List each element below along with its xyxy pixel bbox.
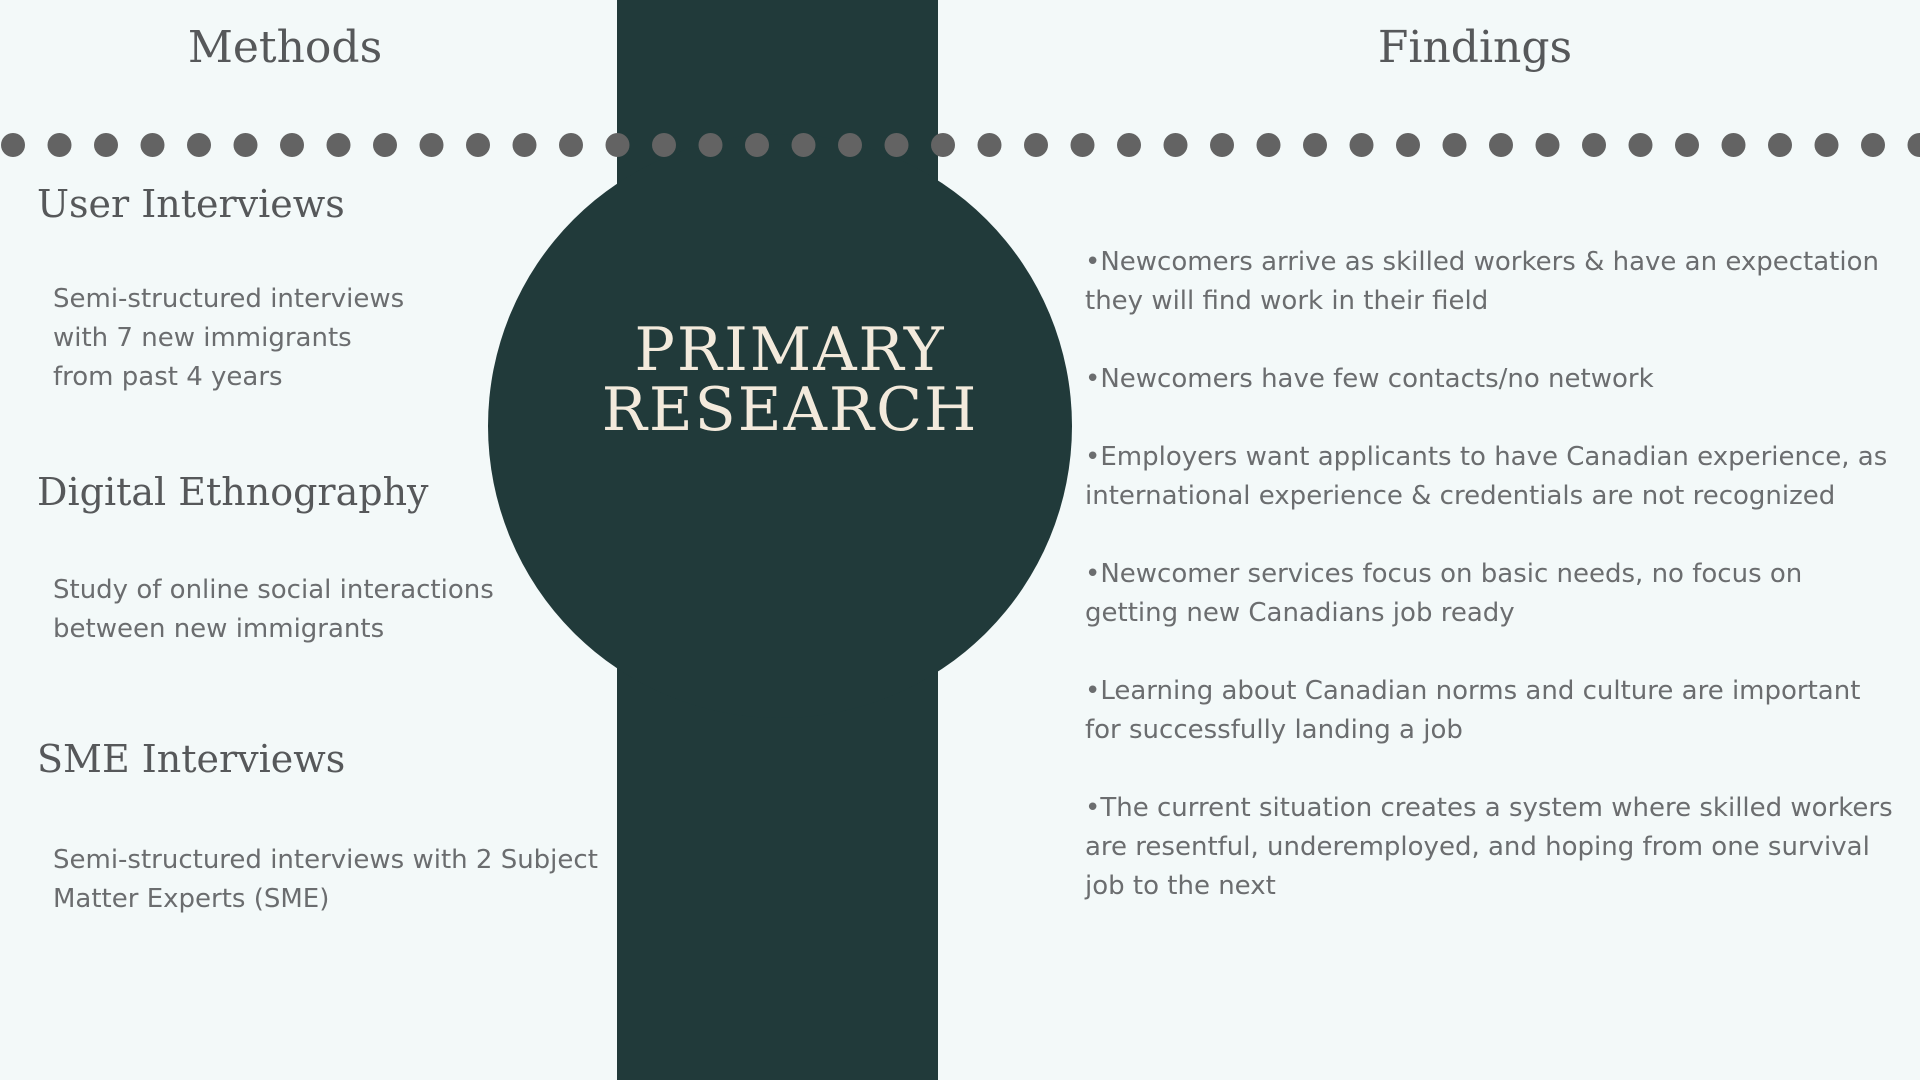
method-desc-digital-ethnography: Study of online social interactions betw… bbox=[53, 575, 494, 644]
divider-dot bbox=[1117, 133, 1141, 157]
divider-dot bbox=[931, 133, 955, 157]
method-title-sme-interviews: SME Interviews bbox=[37, 737, 346, 781]
divider-dot bbox=[1489, 133, 1513, 157]
center-title-line2: RESEARCH bbox=[601, 375, 979, 445]
divider-dot bbox=[1024, 133, 1048, 157]
dotted-divider bbox=[1, 133, 1920, 157]
divider-dot bbox=[1675, 133, 1699, 157]
divider-dot bbox=[1070, 133, 1095, 157]
divider-dot bbox=[94, 133, 118, 157]
divider-dot bbox=[140, 133, 165, 157]
divider-dot bbox=[187, 133, 211, 157]
finding-item: •The current situation creates a system … bbox=[1085, 793, 1893, 901]
divider-dot bbox=[1721, 133, 1746, 157]
divider-dot bbox=[1396, 133, 1420, 157]
divider-dot bbox=[745, 133, 769, 157]
divider-dot bbox=[1349, 133, 1374, 157]
divider-dot bbox=[559, 133, 583, 157]
divider-dot bbox=[698, 133, 723, 157]
finding-item: •Newcomers have few contacts/no network bbox=[1085, 364, 1654, 394]
divider-dot bbox=[1210, 133, 1234, 157]
divider-dot bbox=[977, 133, 1002, 157]
method-title-digital-ethnography: Digital Ethnography bbox=[37, 470, 429, 514]
center-title-line1: PRIMARY bbox=[634, 315, 946, 385]
finding-item: •Employers want applicants to have Canad… bbox=[1085, 442, 1888, 511]
divider-dot bbox=[838, 133, 862, 157]
divider-dot bbox=[605, 133, 630, 157]
divider-dot bbox=[1907, 133, 1920, 157]
divider-dot bbox=[1163, 133, 1188, 157]
finding-item: •Newcomers arrive as skilled workers & h… bbox=[1085, 247, 1879, 316]
divider-dot bbox=[326, 133, 351, 157]
divider-dot bbox=[1, 133, 25, 157]
divider-dot bbox=[1768, 133, 1792, 157]
divider-dot bbox=[373, 133, 397, 157]
center-circle bbox=[488, 134, 1072, 718]
divider-dot bbox=[1535, 133, 1560, 157]
divider-dot bbox=[884, 133, 909, 157]
finding-item: •Newcomer services focus on basic needs,… bbox=[1085, 559, 1803, 628]
divider-dot bbox=[1582, 133, 1606, 157]
center-title: PRIMARY RESEARCH bbox=[540, 320, 1040, 440]
finding-item: •Learning about Canadian norms and cultu… bbox=[1085, 676, 1861, 745]
method-desc-sme-interviews: Semi-structured interviews with 2 Subjec… bbox=[53, 845, 598, 914]
methods-heading: Methods bbox=[187, 22, 383, 73]
divider-dot bbox=[466, 133, 490, 157]
divider-dot bbox=[233, 133, 258, 157]
divider-dot bbox=[512, 133, 537, 157]
divider-dot bbox=[47, 133, 72, 157]
method-desc-user-interviews: Semi-structured interviews with 7 new im… bbox=[53, 284, 405, 392]
findings-list: •Newcomers arrive as skilled workers & h… bbox=[1085, 243, 1895, 945]
method-title-user-interviews: User Interviews bbox=[37, 182, 345, 226]
divider-dot bbox=[419, 133, 444, 157]
divider-dot bbox=[1814, 133, 1839, 157]
divider-dot bbox=[1442, 133, 1467, 157]
divider-dot bbox=[280, 133, 304, 157]
divider-dot bbox=[1628, 133, 1653, 157]
divider-dot bbox=[1256, 133, 1281, 157]
divider-dot bbox=[1303, 133, 1327, 157]
divider-dot bbox=[1861, 133, 1885, 157]
divider-dot bbox=[652, 133, 676, 157]
divider-dot bbox=[791, 133, 816, 157]
findings-heading: Findings bbox=[1377, 22, 1573, 73]
